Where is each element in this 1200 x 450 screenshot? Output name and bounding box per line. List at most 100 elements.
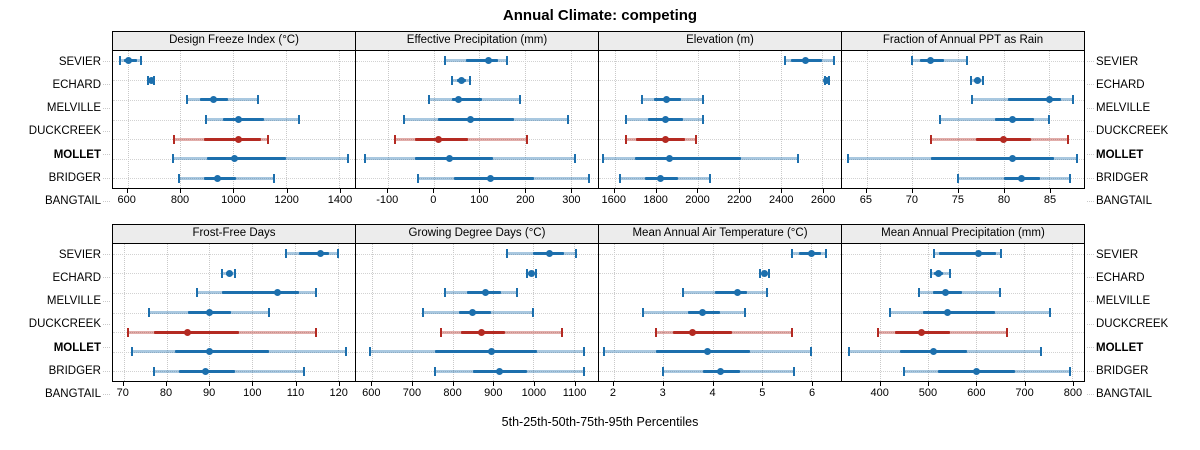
median-dot-duckcreek: [466, 116, 474, 123]
whisker-cap-5th: [602, 154, 605, 164]
gridline-leader: [1087, 107, 1094, 109]
panel-design-freeze-index-c: Design Freeze Index (°C) 600 800 1000 1200 14…: [112, 31, 356, 213]
site-label-sevier: SEVIER: [1085, 50, 1197, 73]
bar-25th-75th: [938, 252, 997, 256]
axis-tick: [762, 382, 764, 386]
median-dot-bangtail: [1018, 174, 1026, 182]
whisker-cap-95th: [768, 268, 771, 278]
whisker-cap-95th: [743, 308, 746, 317]
bar-25th-75th: [222, 291, 300, 295]
bar-25th-75th: [438, 118, 514, 121]
whisker-cap-95th: [560, 327, 563, 337]
whisker-cap-95th: [1049, 308, 1052, 317]
axis-tick-label: 80: [997, 194, 1011, 206]
median-dot-melville: [1045, 96, 1053, 104]
axis-tick: [295, 382, 297, 386]
bar-25th-75th: [1008, 98, 1062, 102]
gridline-leader: [103, 200, 110, 202]
median-dot-sevier: [975, 250, 983, 258]
axis-tick: [252, 382, 254, 386]
horizontal-gridline: [113, 273, 355, 275]
gridline-leader: [1087, 300, 1094, 302]
median-dot-melville: [274, 289, 282, 297]
whisker-cap-5th: [911, 56, 914, 66]
bar-25th-75th: [454, 176, 535, 180]
axis-tick: [493, 382, 495, 386]
axis-tick-label: 700: [1015, 387, 1034, 399]
site-label-text: SEVIER: [58, 55, 101, 68]
gridline-leader: [103, 61, 110, 63]
bar-25th-75th: [175, 350, 270, 354]
panel-strip-title: Mean Annual Precipitation (mm): [842, 225, 1084, 244]
panel-mean-annual-precipitation-mm: Mean Annual Precipitation (mm) 400 500 600 7…: [841, 224, 1085, 406]
whisker-cap-95th: [1048, 115, 1051, 124]
horizontal-gridline: [599, 80, 841, 82]
chart-title: Annual Climate: competing: [502, 7, 698, 24]
site-label-text: BANGTAIL: [1096, 195, 1153, 208]
whisker-cap-95th: [1000, 249, 1003, 259]
whisker-cap-95th: [268, 308, 271, 317]
site-label-text: MOLLET: [53, 148, 101, 161]
bar-25th-75th: [923, 311, 996, 314]
whisker-cap-95th: [999, 288, 1002, 298]
axis-tick-label: 800: [443, 387, 462, 399]
axis-tick: [126, 189, 128, 193]
median-dot-duckcreek: [205, 309, 213, 316]
whisker-cap-95th: [1066, 134, 1069, 144]
whisker-cap-5th: [618, 173, 621, 183]
x-axis: 600 800 1000 1200 1400: [112, 189, 356, 213]
gridline-leader: [103, 130, 110, 132]
axis-tick: [1003, 189, 1005, 193]
whisker-cap-5th: [195, 288, 198, 298]
panel-elevation-m: Elevation (m) 1600 1800 2000 2200 2400 2600: [598, 31, 842, 213]
axis-tick-label: 100: [243, 387, 262, 399]
axis-tick: [655, 189, 657, 193]
site-label-text: ECHARD: [1096, 271, 1145, 284]
panel-row-2: SEVIER ECHARD MELVILLE DUCKCREEK MOLLET BRIDG…: [0, 224, 1200, 406]
median-dot-bangtail: [972, 367, 980, 375]
axis-tick-label: 200: [516, 194, 535, 206]
panel-box: Effective Precipitation (mm): [355, 31, 599, 189]
x-axis: 65 70 75 80 85: [841, 189, 1085, 213]
axis-tick: [411, 382, 413, 386]
site-label-text: ECHARD: [52, 78, 101, 91]
whisker-cap-95th: [534, 268, 537, 278]
panel-plot-area: [356, 244, 598, 381]
panel-box: Frost-Free Days: [112, 224, 356, 382]
horizontal-gridline: [842, 273, 1084, 275]
axis-tick: [712, 382, 714, 386]
site-label-text: ECHARD: [1096, 78, 1145, 91]
site-label-mollet: MOLLET: [0, 336, 112, 359]
median-dot-sevier: [546, 250, 554, 258]
median-dot-mollet: [689, 328, 697, 336]
axis-tick: [165, 382, 167, 386]
axis-tick: [180, 189, 181, 193]
whisker-cap-95th: [519, 95, 522, 105]
axis-tick: [338, 382, 340, 386]
site-label-echard: ECHARD: [0, 266, 112, 289]
axis-tick-label: 75: [951, 194, 965, 206]
horizontal-gridline: [356, 80, 598, 82]
axis-tick: [823, 189, 825, 193]
x-axis: 70 80 90 100 110 120: [112, 382, 356, 406]
median-dot-bridger: [487, 348, 495, 356]
panel-growing-degree-days-c: Growing Degree Days (°C) 600 700 800 900 1000…: [355, 224, 599, 406]
whisker-cap-5th: [433, 366, 436, 376]
whisker-cap-95th: [1075, 154, 1078, 164]
whisker-cap-95th: [567, 115, 570, 124]
whisker-cap-5th: [929, 134, 932, 144]
panel-effective-precipitation-mm: Effective Precipitation (mm) -100 0 100 200 3…: [355, 31, 599, 213]
whisker-cap-5th: [888, 308, 891, 317]
median-dot-melville: [733, 289, 741, 297]
whisker-cap-5th: [642, 308, 645, 317]
whisker-cap-95th: [790, 327, 793, 337]
label-spacer: [0, 224, 112, 243]
site-label-melville: MELVILLE: [0, 290, 112, 313]
whisker-cap-95th: [345, 347, 348, 357]
whisker-cap-95th: [347, 154, 350, 164]
median-dot-mollet: [434, 135, 442, 143]
median-dot-duckcreek: [943, 309, 951, 316]
axis-tick: [233, 189, 235, 193]
whisker-cap-5th: [903, 366, 906, 376]
